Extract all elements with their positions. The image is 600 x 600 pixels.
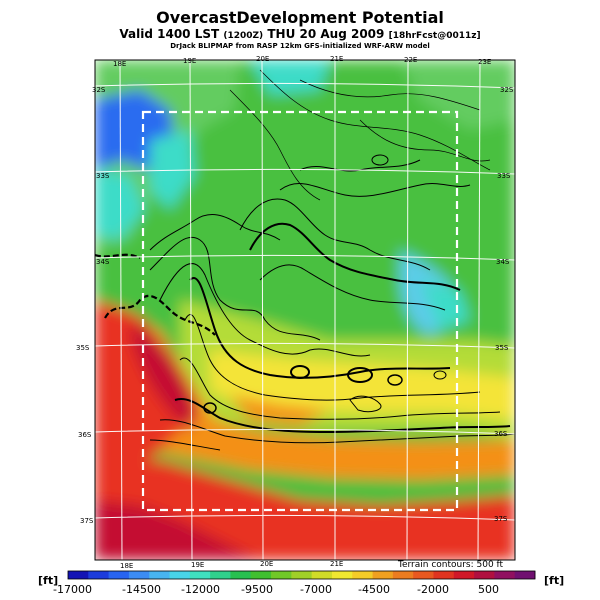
colorbar-swatch [331,571,353,579]
lat-label-right: 34S [496,258,510,266]
lon-label-top: 21E [330,55,343,63]
colorbar-swatch [250,571,272,579]
colorbar-tick-label: 500 [478,583,499,596]
model-credit: DrJack BLIPMAP from RASP 12km GFS-initia… [170,42,430,50]
colorbar-tick-label: -9500 [241,583,273,596]
map-frame [94,59,516,561]
lat-label-right: 33S [497,172,511,180]
colorbar-swatch [271,571,292,579]
colorbar-swatch [169,571,191,579]
colorbar-swatch [210,571,231,579]
field-region-light-green [400,60,515,130]
field-region-yellow [210,350,515,420]
colorbar-swatch [68,571,89,579]
lon-label-bottom: 18E [120,562,133,570]
lat-label-left: 32S [92,86,106,94]
valid-forecast: [18hrFcst@0011z] [388,31,481,41]
colorbar-tick-label: -7000 [300,583,332,596]
lat-label-right: 36S [494,430,508,438]
colorbar-swatch [189,571,211,579]
valid-utc: (1200Z) [223,31,264,41]
colorbar-tick-label: -12000 [181,583,220,596]
lon-label-bottom: 20E [260,560,273,568]
colorbar [68,571,536,579]
lat-label-right: 32S [500,86,514,94]
colorbar-swatch [291,571,313,579]
valid-main: Valid 1400 LST [119,27,220,41]
colorbar-tick-label: -14500 [122,583,161,596]
field-region-orange [95,320,515,480]
lat-label-left: 37S [80,517,94,525]
terrain-contours-note: Terrain contours: 500 ft [398,560,504,570]
colorbar-swatch [474,571,495,579]
lat-label-left: 35S [76,344,90,352]
colorbar-swatch [88,571,109,579]
colorbar-swatch [372,571,394,579]
valid-time: Valid 1400 LST (1200Z) THU 20 Aug 2009 [… [0,27,600,41]
colorbar-swatch [392,571,414,579]
field-region-orange [230,395,330,425]
colorbar-swatch [128,571,150,579]
colorbar-tick-label: -2000 [417,583,449,596]
map-title: OvercastDevelopment Potential [156,8,444,27]
lon-label-bottom: 21E [330,560,343,568]
colorbar-unit-right: [ft] [544,574,565,587]
colorbar-swatch [514,571,536,579]
lat-label-left: 33S [96,172,110,180]
colorbar-swatch [230,571,252,579]
colorbar-tick-label: -4500 [358,583,390,596]
field-region-cyan [95,170,145,240]
colorbar-swatch [433,571,455,579]
colorbar-swatch [311,571,333,579]
colorbar-frame [67,570,536,580]
lon-label-top: 18E [113,60,126,68]
lat-label-left: 36S [78,431,92,439]
field-region-deep-red [130,325,196,430]
lon-label-bottom: 19E [191,561,204,569]
colorbar-tick-label: -17000 [53,583,92,596]
valid-date: THU 20 Aug 2009 [267,27,385,41]
lon-label-top: 20E [256,55,269,63]
colorbar-swatch [352,571,373,579]
field-region-deep-red [95,500,260,560]
inner-domain-box [141,110,459,512]
lat-label-left: 34S [96,258,110,266]
field-region-cyan [250,60,330,95]
lat-label-right: 35S [495,344,509,352]
colorbar-swatch [413,571,434,579]
lat-label-right: 37S [494,515,508,523]
lon-label-top: 23E [478,58,491,66]
lon-label-top: 19E [183,57,196,65]
colorbar-swatch [108,571,130,579]
colorbar-swatch [149,571,170,579]
field-layer [95,60,515,560]
lon-label-top: 22E [404,56,417,64]
terrain-contours [149,69,515,451]
colorbar-swatch [494,571,516,579]
colorbar-unit-left: [ft] [38,574,59,587]
colorbar-swatch [453,571,475,579]
